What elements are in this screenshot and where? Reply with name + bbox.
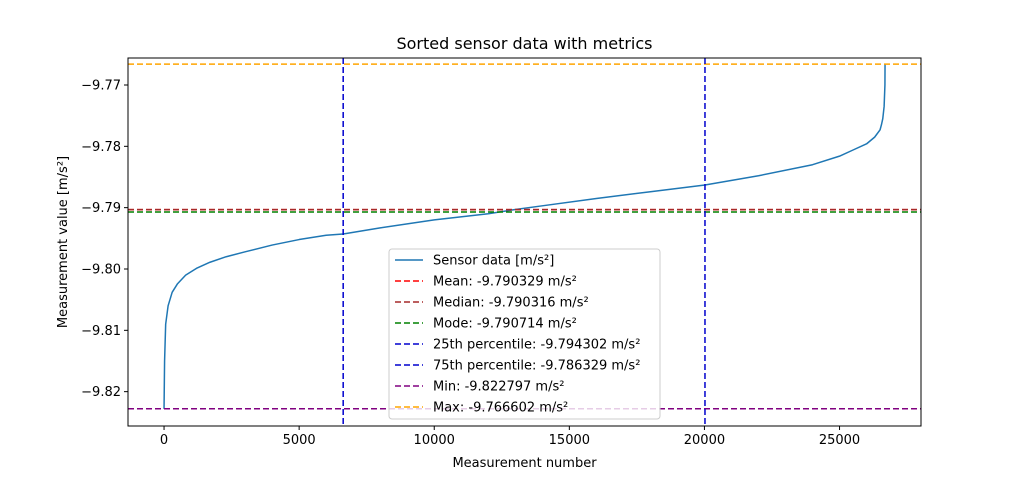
x-axis-ticks: 0 5000 10000 15000 20000 25000	[160, 426, 860, 448]
x-tick-label: 10000	[414, 433, 455, 448]
x-tick-label: 25000	[819, 433, 860, 448]
y-axis-label: Measurement value [m/s²]	[56, 156, 71, 328]
y-tick-label: −9.82	[81, 385, 121, 400]
y-tick-label: −9.79	[81, 201, 121, 216]
legend-items: Sensor data [m/s²] Mean: -9.790329 m/s² Me…	[395, 254, 640, 416]
legend-label: Sensor data [m/s²]	[433, 254, 554, 269]
y-tick-label: −9.77	[81, 78, 121, 93]
x-tick-label: 20000	[684, 433, 725, 448]
legend-label: Min: -9.822797 m/s²	[433, 380, 564, 395]
legend-label: Mean: -9.790329 m/s²	[433, 275, 577, 290]
x-axis-label: Measurement number	[452, 456, 597, 471]
legend-label: 75th percentile: -9.786329 m/s²	[433, 359, 640, 374]
legend-label: Median: -9.790316 m/s²	[433, 296, 589, 311]
legend-label: Mode: -9.790714 m/s²	[433, 317, 577, 332]
legend: Sensor data [m/s²] Mean: -9.790329 m/s² Me…	[388, 248, 661, 420]
chart-title: Sorted sensor data with metrics	[396, 34, 652, 53]
y-axis-ticks: −9.82 −9.81 −9.80 −9.79 −9.78 −9.77	[81, 78, 128, 400]
plot-frame	[127, 57, 922, 427]
legend-label: Max: -9.766602 m/s²	[433, 401, 568, 416]
y-tick-label: −9.80	[81, 262, 121, 277]
y-tick-label: −9.81	[81, 324, 121, 339]
y-tick-label: −9.78	[81, 140, 121, 155]
series-layer	[163, 64, 886, 409]
x-tick-label: 0	[160, 433, 168, 448]
series-line	[163, 64, 886, 409]
x-tick-label: 15000	[549, 433, 590, 448]
legend-frame	[388, 248, 661, 420]
x-tick-label: 5000	[283, 433, 316, 448]
legend-label: 25th percentile: -9.794302 m/s²	[433, 338, 640, 353]
